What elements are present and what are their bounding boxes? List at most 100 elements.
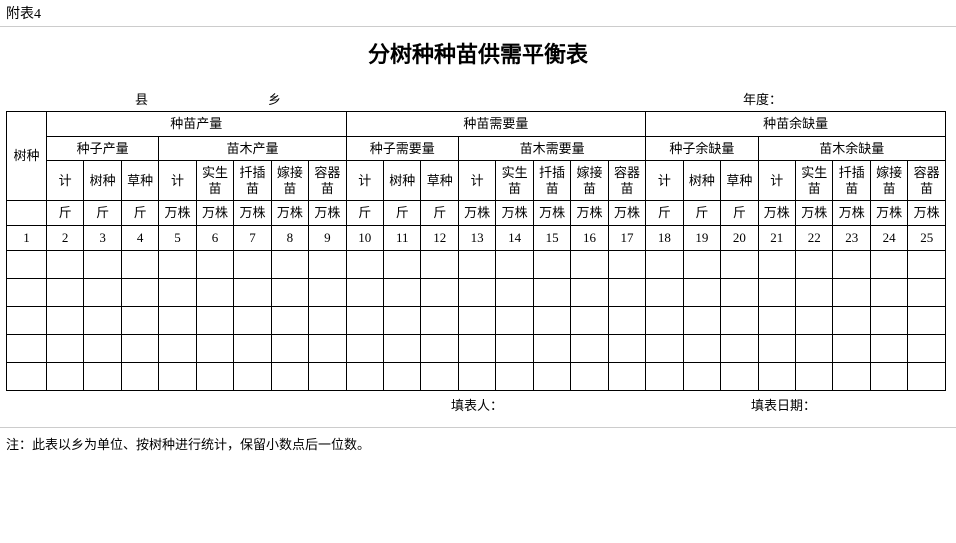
th-colnum: 17 [608,225,645,250]
th-colnum: 12 [421,225,458,250]
th-leaf: 嫁接苗 [870,161,907,201]
township-label: 乡 [268,89,281,108]
th-unit: 万株 [458,201,495,226]
main-table: 树种 种苗产量 种苗需要量 种苗余缺量 种子产量 苗木产量 种子需要量 苗木需要… [6,111,946,391]
info-row: 县 乡 年度： [0,87,956,109]
th-colnum: 16 [571,225,608,250]
th-leaf: 扦插苗 [533,161,570,201]
th-unit: 斤 [683,201,720,226]
th-unit-blank [7,201,47,226]
th-colnum: 23 [833,225,870,250]
th-leaf: 嫁接苗 [571,161,608,201]
th-colnum: 5 [159,225,196,250]
year-label: 年度： [743,89,782,108]
th-colnum: 15 [533,225,570,250]
th-leaf: 计 [159,161,196,201]
th-unit: 万株 [196,201,233,226]
th-leaf: 计 [646,161,683,201]
table-row [7,362,946,390]
th-tree-species: 树种 [7,112,47,201]
th-unit: 斤 [421,201,458,226]
th-leaf: 容器苗 [908,161,946,201]
th-leaf: 计 [758,161,795,201]
th-unit: 斤 [346,201,383,226]
th-unit: 万株 [833,201,870,226]
th-unit: 斤 [84,201,121,226]
th-leaf: 树种 [683,161,720,201]
footer-row: 填表人： 填表日期： [6,393,950,417]
table-row [7,250,946,278]
th-unit: 斤 [721,201,758,226]
th-unit: 斤 [121,201,158,226]
th-leaf: 草种 [421,161,458,201]
th-unit: 万株 [159,201,196,226]
th-unit: 万株 [608,201,645,226]
th-seed-demand: 种子需要量 [346,136,458,161]
th-colnum: 9 [309,225,346,250]
th-leaf: 树种 [84,161,121,201]
county-label: 县 [135,89,148,108]
table-row [7,306,946,334]
th-unit: 万株 [309,201,346,226]
attachment-label: 附表4 [0,0,956,27]
table-row [7,334,946,362]
th-unit: 斤 [384,201,421,226]
date-label: 填表日期： [751,395,816,414]
th-colnum: 7 [234,225,271,250]
th-unit: 万株 [533,201,570,226]
th-unit: 万株 [234,201,271,226]
th-leaf: 实生苗 [496,161,533,201]
th-colnum: 1 [7,225,47,250]
note: 注：此表以乡为单位、按树种进行统计，保留小数点后一位数。 [0,427,956,453]
th-leaf: 扦插苗 [234,161,271,201]
th-unit: 斤 [646,201,683,226]
th-unit: 万株 [870,201,907,226]
th-colnum: 18 [646,225,683,250]
th-colnum: 24 [870,225,907,250]
th-seed-balance: 种子余缺量 [646,136,758,161]
th-unit: 斤 [46,201,83,226]
th-demand-group: 种苗需要量 [346,112,646,137]
th-unit: 万株 [758,201,795,226]
th-colnum: 8 [271,225,308,250]
th-colnum: 22 [796,225,833,250]
th-seedling-balance: 苗木余缺量 [758,136,945,161]
table-row [7,278,946,306]
table-body [7,250,946,390]
th-leaf: 草种 [121,161,158,201]
th-seedling-yield: 苗木产量 [159,136,346,161]
th-leaf: 扦插苗 [833,161,870,201]
th-yield-group: 种苗产量 [46,112,346,137]
th-balance-group: 种苗余缺量 [646,112,946,137]
th-colnum: 11 [384,225,421,250]
page-title: 分树种种苗供需平衡表 [0,27,956,87]
preparer-label: 填表人： [451,395,503,414]
th-seedling-demand: 苗木需要量 [458,136,645,161]
th-unit: 万株 [908,201,946,226]
th-colnum: 3 [84,225,121,250]
th-colnum: 19 [683,225,720,250]
sheet: 附表4 分树种种苗供需平衡表 县 乡 年度： 树种 种苗产量 种苗需要量 种苗余… [0,0,956,453]
th-colnum: 13 [458,225,495,250]
th-leaf: 草种 [721,161,758,201]
th-colnum: 4 [121,225,158,250]
th-colnum: 25 [908,225,946,250]
th-leaf: 实生苗 [196,161,233,201]
th-unit: 万株 [571,201,608,226]
th-leaf: 实生苗 [796,161,833,201]
th-colnum: 21 [758,225,795,250]
th-unit: 万株 [796,201,833,226]
th-leaf: 计 [458,161,495,201]
th-unit: 万株 [496,201,533,226]
th-colnum: 10 [346,225,383,250]
th-seed-yield: 种子产量 [46,136,158,161]
th-colnum: 6 [196,225,233,250]
table-header: 树种 种苗产量 种苗需要量 种苗余缺量 种子产量 苗木产量 种子需要量 苗木需要… [7,112,946,251]
th-leaf: 计 [346,161,383,201]
th-leaf: 容器苗 [309,161,346,201]
th-colnum: 20 [721,225,758,250]
th-leaf: 嫁接苗 [271,161,308,201]
th-colnum: 2 [46,225,83,250]
th-leaf: 树种 [384,161,421,201]
th-colnum: 14 [496,225,533,250]
